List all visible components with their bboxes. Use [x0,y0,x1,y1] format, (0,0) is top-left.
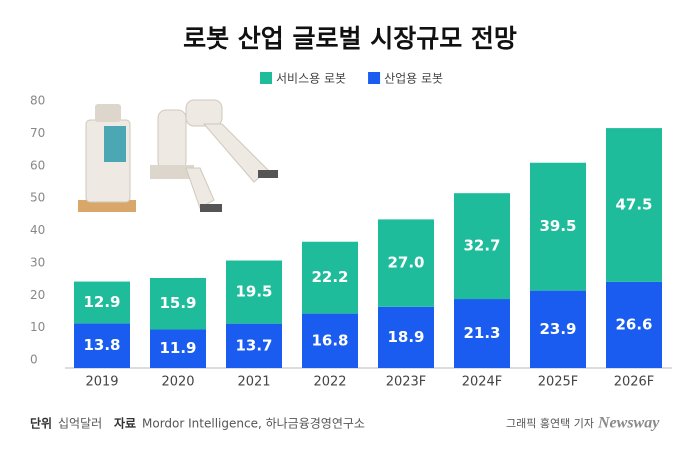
y-tick-label: 60 [30,158,45,172]
value-label: 39.5 [539,217,576,235]
bar-segment [226,260,282,324]
value-label: 15.9 [159,294,196,312]
value-label: 32.7 [463,237,500,255]
y-tick-label: 10 [30,320,45,334]
value-label: 21.3 [463,324,500,342]
value-label: 47.5 [615,195,652,213]
bar-segment [302,241,358,314]
source: Mordor Intelligence, 하나금융경영연구소 [142,417,365,431]
value-label: 22.2 [311,268,348,286]
bar-segment [150,277,206,330]
logo: Newsway [597,415,660,432]
bar-segment [378,306,434,368]
legend-swatch [368,72,381,84]
value-label: 16.8 [311,331,348,349]
value-label: 26.6 [615,315,652,333]
value-label: 18.9 [387,328,424,346]
value-label: 11.9 [159,339,196,357]
source-label: 자료 [114,416,136,431]
legend-label: 서비스용 로봇 [276,72,346,86]
unit-label: 단위 [30,416,52,431]
bar-segment [454,299,510,368]
bar-segment [606,281,662,368]
y-tick-label: 40 [30,223,45,237]
y-tick-label: 50 [30,191,45,205]
x-tick-label: 2025F [538,375,579,390]
bar-segment [150,329,206,368]
bar-segment [530,290,586,368]
x-tick-label: 2020 [161,375,194,390]
robot-illustration [78,99,278,212]
x-tick-label: 2026F [614,375,655,390]
bar-segment [302,313,358,368]
bar-segment [226,323,282,368]
bar-segment [74,281,130,324]
x-tick-label: 2023F [386,375,427,390]
y-tick-label: 20 [30,288,45,302]
unit: 십억달러 [58,417,102,431]
y-tick-label: 70 [30,126,45,140]
x-tick-label: 2019 [85,375,118,390]
bar-segment [378,219,434,307]
credit: 그래픽 홍연택 기자 [506,416,594,430]
value-label: 19.5 [235,283,272,301]
legend-label: 산업용 로봇 [384,72,443,86]
value-label: 13.7 [235,336,272,354]
value-label: 12.9 [83,293,120,311]
x-tick-label: 2021 [237,375,270,390]
value-label: 27.0 [387,254,424,272]
bar-segment [606,128,662,282]
y-tick-label: 30 [30,255,45,269]
bar-segment [74,323,130,368]
y-tick-label: 0 [30,353,38,367]
bar-segment [454,193,510,300]
value-label: 13.8 [83,336,120,354]
x-tick-label: 2022 [313,375,346,390]
chart-title: 로봇 산업 글로벌 시장규모 전망 [183,24,517,53]
x-tick-label: 2024F [462,375,503,390]
bar-segment [530,162,586,291]
legend-swatch [260,72,272,84]
value-label: 23.9 [539,320,576,338]
y-tick-label: 80 [30,94,45,108]
